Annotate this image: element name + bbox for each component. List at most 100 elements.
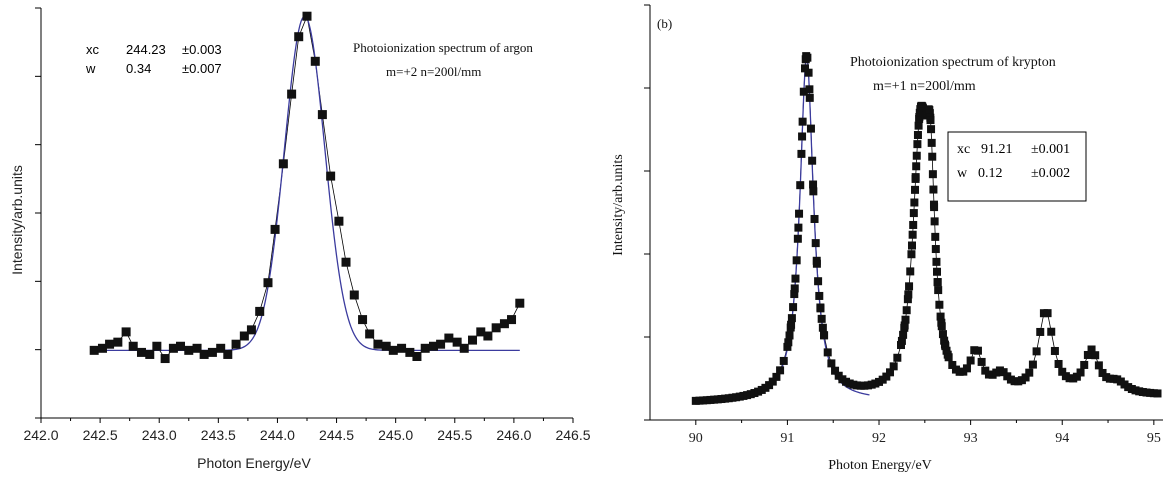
krypton-data-point bbox=[913, 131, 922, 140]
krypton-data-point bbox=[823, 348, 832, 357]
krypton-data-point bbox=[1080, 360, 1089, 369]
krypton-data-point bbox=[831, 366, 840, 375]
x-tick-label: 245.5 bbox=[437, 427, 472, 443]
krypton-data-point bbox=[1025, 368, 1034, 377]
krypton-data-point bbox=[1047, 327, 1056, 336]
krypton-data-point bbox=[806, 124, 815, 133]
krypton-data-point bbox=[889, 362, 898, 371]
x-tick-label: 95 bbox=[1147, 431, 1161, 446]
krypton-data-point bbox=[796, 181, 805, 190]
argon-x-ticks: 242.0 242.5 243.0 243.5 244.0 244.5 245.0 245.5… bbox=[23, 418, 591, 443]
argon-data-point bbox=[105, 339, 115, 349]
krypton-data-point bbox=[929, 185, 938, 194]
argon-data-point bbox=[136, 347, 146, 357]
krypton-data-point bbox=[932, 257, 941, 266]
krypton-data-point bbox=[999, 368, 1008, 377]
krypton-data-point bbox=[810, 214, 819, 223]
krypton-data-point bbox=[899, 330, 908, 339]
krypton-data-point bbox=[908, 230, 917, 239]
krypton-data-point bbox=[791, 274, 800, 283]
krypton-data-point bbox=[811, 239, 820, 248]
x-tick-label: 244.5 bbox=[319, 427, 354, 443]
krypton-data-point bbox=[909, 209, 918, 218]
krypton-param-name: w bbox=[957, 166, 968, 181]
krypton-data-point bbox=[772, 372, 781, 381]
argon-data-point bbox=[420, 343, 430, 353]
krypton-data-point bbox=[903, 295, 912, 304]
argon-fit-params: xc 244.23 ±0.003 w 0.34 ±0.007 bbox=[85, 42, 222, 76]
x-tick-label: 94 bbox=[1055, 431, 1069, 446]
krypton-data-point bbox=[797, 149, 806, 158]
krypton-data-point bbox=[805, 93, 814, 102]
krypton-data-point bbox=[820, 331, 829, 340]
argon-data-point bbox=[168, 343, 178, 353]
krypton-data-point bbox=[934, 286, 943, 295]
argon-data-point bbox=[199, 349, 209, 359]
krypton-data-point bbox=[798, 117, 807, 126]
krypton-data-point bbox=[818, 323, 827, 332]
argon-data-point bbox=[397, 343, 407, 353]
krypton-data-point bbox=[1050, 346, 1059, 355]
x-tick-label: 245.0 bbox=[378, 427, 413, 443]
argon-data-point bbox=[515, 298, 525, 308]
krypton-data-point bbox=[809, 180, 818, 189]
krypton-data-point bbox=[948, 360, 957, 369]
argon-data-point bbox=[341, 257, 351, 267]
argon-data-point bbox=[459, 343, 469, 353]
argon-data-point bbox=[365, 329, 375, 339]
x-tick-label: 244.0 bbox=[260, 427, 295, 443]
argon-y-axis-label: Intensity/arb.units bbox=[9, 165, 25, 275]
argon-data-point bbox=[491, 323, 501, 333]
argon-param-value: 0.34 bbox=[126, 61, 151, 76]
krypton-data-point bbox=[911, 185, 920, 194]
argon-data-point bbox=[278, 159, 288, 169]
krypton-data-point bbox=[1021, 373, 1030, 382]
krypton-y-axis-label: Intensity/arb.units bbox=[611, 154, 626, 256]
krypton-data-point bbox=[907, 250, 916, 259]
argon-data-point bbox=[468, 335, 478, 345]
x-tick-label: 243.0 bbox=[142, 427, 177, 443]
krypton-data-point bbox=[909, 220, 918, 229]
krypton-x-axis-label: Photon Energy/eV bbox=[828, 458, 932, 473]
krypton-data-point bbox=[792, 256, 801, 265]
argon-data-point bbox=[334, 216, 344, 226]
krypton-data-point bbox=[902, 306, 911, 315]
krypton-data-point bbox=[933, 267, 942, 276]
krypton-data-point bbox=[912, 162, 921, 171]
krypton-data-point bbox=[800, 64, 809, 73]
argon-data-point bbox=[223, 349, 233, 359]
krypton-data-point bbox=[977, 357, 986, 366]
argon-data-point bbox=[326, 171, 336, 181]
krypton-data-point bbox=[799, 87, 808, 96]
argon-data-point bbox=[113, 337, 123, 347]
krypton-data-point bbox=[928, 152, 937, 161]
krypton-data-point bbox=[1058, 367, 1067, 376]
argon-data-point bbox=[287, 89, 297, 99]
krypton-data-point bbox=[817, 314, 826, 323]
krypton-data-point bbox=[897, 341, 906, 350]
krypton-data-point bbox=[1032, 347, 1041, 356]
x-tick-label: 246.0 bbox=[496, 427, 531, 443]
krypton-data-point bbox=[904, 290, 913, 299]
argon-data-point bbox=[373, 339, 383, 349]
krypton-data-point bbox=[931, 232, 940, 241]
krypton-param-error: ±0.002 bbox=[1031, 166, 1070, 181]
krypton-data-point bbox=[914, 121, 923, 130]
krypton-y-ticks bbox=[644, 4, 650, 421]
krypton-data-point bbox=[928, 170, 937, 179]
krypton-data-point bbox=[768, 377, 777, 386]
argon-data-point bbox=[405, 347, 415, 357]
krypton-data-point bbox=[789, 303, 798, 312]
x-tick-label: 90 bbox=[689, 431, 703, 446]
argon-plot-area bbox=[89, 11, 525, 364]
krypton-plot-area bbox=[691, 52, 1162, 405]
x-tick-label: 242.5 bbox=[83, 427, 118, 443]
krypton-data-point bbox=[911, 173, 920, 182]
krypton-data-point bbox=[937, 322, 946, 331]
krypton-data-point bbox=[808, 156, 817, 165]
x-tick-label: 93 bbox=[964, 431, 978, 446]
krypton-data-point bbox=[787, 314, 796, 323]
krypton-panel-label: (b) bbox=[657, 16, 672, 31]
krypton-data-point bbox=[827, 359, 836, 368]
